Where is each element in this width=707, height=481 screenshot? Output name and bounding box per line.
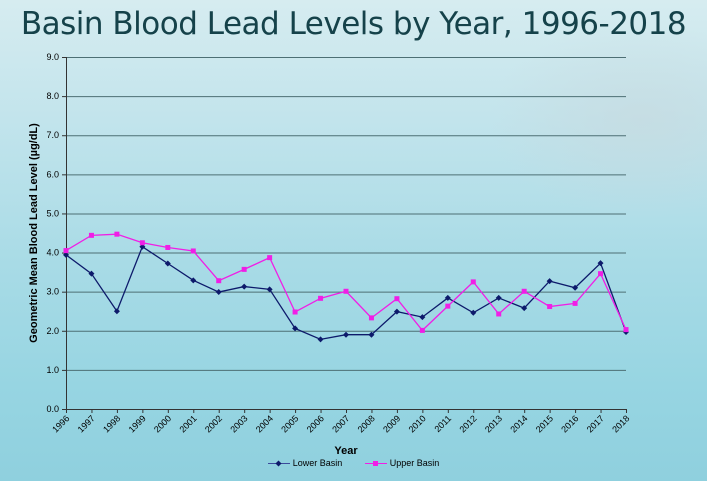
x-tick-label: 2018 (610, 413, 631, 434)
y-tick-label: 5.0 (46, 208, 59, 218)
x-tick-label: 2007 (330, 413, 351, 434)
y-tick-label: 1.0 (46, 365, 59, 375)
y-tick-labels: 0.0 1.0 2.0 3.0 4.0 5.0 6.0 7.0 8.0 9.0 (46, 52, 59, 414)
data-point-lower-basin (63, 251, 69, 258)
data-point-upper-basin (623, 327, 629, 333)
x-tick-labels: 1996 1997 1998 1999 2000 2001 2002 2003 2004 2005… (50, 413, 631, 434)
data-point-lower-basin (419, 314, 426, 321)
x-tick-label: 2015 (534, 413, 555, 434)
x-tick-label: 2006 (305, 413, 326, 434)
legend-label-lower-basin: Lower Basin (292, 458, 343, 468)
data-point-lower-basin (470, 309, 477, 316)
x-tick-label: 2008 (356, 413, 377, 434)
data-point-lower-basin (393, 308, 400, 315)
x-tick-label: 2002 (203, 413, 224, 434)
data-point-lower-basin (343, 331, 349, 338)
y-tick-label: 2.0 (46, 326, 59, 336)
data-point-lower-basin (572, 284, 579, 291)
legend: Lower Basin Upper Basin (0, 458, 707, 470)
y-tick-label: 3.0 (46, 287, 59, 297)
legend-swatch-upper-basin (364, 459, 387, 468)
y-tick-label: 7.0 (46, 130, 59, 140)
data-point-lower-basin (444, 294, 451, 301)
data-point-lower-basin (190, 277, 197, 284)
data-point-lower-basin (368, 331, 375, 338)
legend-swatch-lower-basin (267, 459, 290, 468)
series-line-upper-basin (65, 233, 627, 332)
x-tick-label: 2005 (279, 413, 300, 434)
data-point-upper-basin (547, 304, 553, 310)
x-tick-label: 2014 (508, 413, 529, 434)
x-tick-label: 1999 (127, 413, 148, 434)
data-point-lower-basin (292, 325, 299, 332)
data-point-upper-basin (343, 288, 349, 294)
data-point-upper-basin (496, 311, 502, 317)
legend-label-upper-basin: Upper Basin (389, 458, 440, 468)
data-point-upper-basin (216, 278, 222, 284)
data-point-lower-basin (521, 305, 528, 312)
chart-title: Basin Blood Lead Levels by Year, 1996-20… (20, 6, 687, 42)
x-tick-label: 2003 (228, 413, 249, 434)
x-tick-label: 2000 (152, 413, 173, 434)
y-tick-label: 8.0 (46, 91, 59, 101)
series-lower-basin (63, 243, 629, 343)
x-tick-label: 2004 (254, 413, 275, 434)
data-point-lower-basin (317, 336, 324, 343)
data-point-upper-basin (572, 300, 578, 306)
data-point-upper-basin (139, 240, 145, 246)
x-axis-title: Year (334, 445, 358, 457)
y-axis-title: Geometric Mean Blood Lead Level (µg/dL) (28, 123, 40, 343)
data-point-upper-basin (63, 248, 69, 254)
data-point-upper-basin (394, 296, 400, 302)
data-point-lower-basin (241, 283, 248, 290)
gridlines (66, 57, 626, 371)
data-point-upper-basin (292, 309, 298, 315)
data-point-upper-basin (521, 288, 527, 294)
x-tick-label: 2001 (177, 413, 198, 434)
background-haze (487, 20, 707, 220)
data-point-lower-basin (546, 278, 553, 285)
data-point-upper-basin (88, 232, 94, 238)
data-point-lower-basin (215, 289, 222, 296)
x-tick-label: 2017 (585, 413, 606, 434)
data-point-upper-basin (114, 231, 120, 237)
data-point-upper-basin (241, 266, 247, 272)
legend-item-upper-basin: Upper Basin (364, 458, 440, 468)
x-tick-label: 1997 (76, 413, 97, 434)
data-point-lower-basin (266, 286, 273, 293)
y-tick-label: 4.0 (46, 248, 59, 258)
data-point-upper-basin (445, 303, 451, 309)
data-point-upper-basin (368, 315, 374, 321)
x-tick-label: 2012 (457, 413, 478, 434)
data-point-upper-basin (165, 244, 171, 250)
series-upper-basin (63, 231, 629, 333)
data-point-lower-basin (88, 270, 95, 277)
x-tick-label: 2009 (381, 413, 402, 434)
data-point-upper-basin (318, 295, 324, 301)
x-tick-label: 1998 (101, 413, 122, 434)
data-point-upper-basin (598, 271, 604, 277)
x-tick-label: 2016 (559, 413, 580, 434)
x-tick-label: 2013 (483, 413, 504, 434)
data-point-upper-basin (267, 255, 273, 261)
data-point-upper-basin (190, 248, 196, 254)
series-group (63, 231, 629, 343)
y-tick-label: 0.0 (46, 404, 59, 414)
axes (62, 57, 627, 413)
data-point-lower-basin (113, 308, 120, 315)
x-tick-label: 1996 (50, 413, 71, 434)
x-tick-label: 2010 (407, 413, 428, 434)
data-point-lower-basin (164, 260, 171, 267)
data-point-lower-basin (597, 260, 604, 267)
data-point-lower-basin (495, 294, 502, 301)
data-point-upper-basin (470, 279, 476, 285)
data-point-upper-basin (419, 327, 425, 333)
y-tick-label: 6.0 (46, 169, 59, 179)
legend-item-lower-basin: Lower Basin (267, 458, 343, 468)
x-tick-label: 2011 (432, 413, 453, 434)
y-tick-label: 9.0 (46, 52, 59, 62)
